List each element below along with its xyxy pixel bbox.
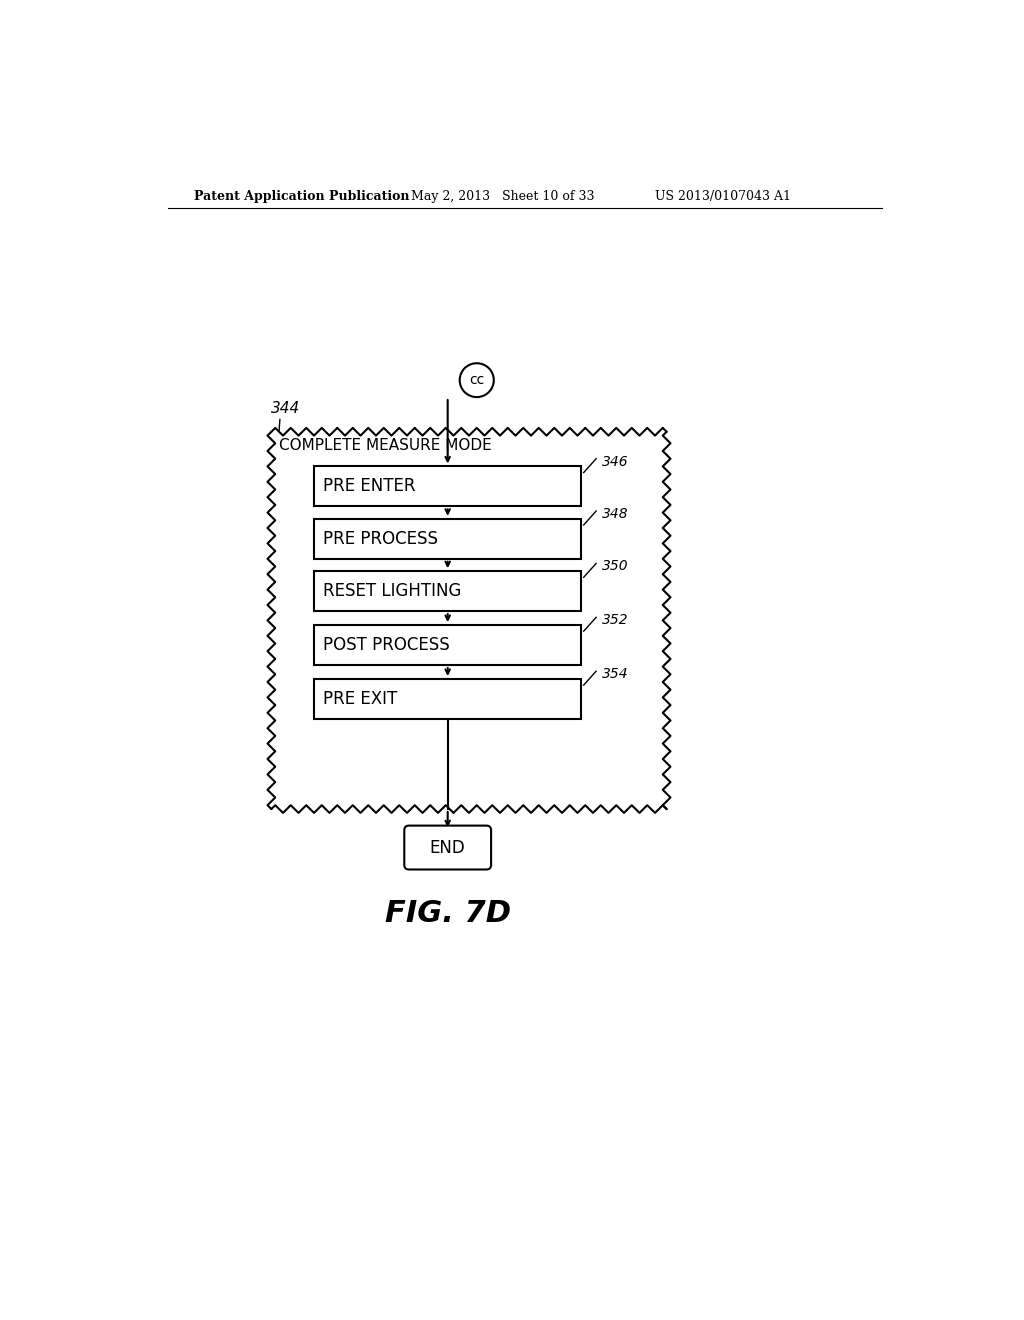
Text: POST PROCESS: POST PROCESS: [324, 636, 451, 653]
Text: May 2, 2013   Sheet 10 of 33: May 2, 2013 Sheet 10 of 33: [411, 190, 594, 203]
Text: US 2013/0107043 A1: US 2013/0107043 A1: [655, 190, 791, 203]
Text: 344: 344: [271, 401, 301, 416]
Text: PRE ENTER: PRE ENTER: [324, 478, 416, 495]
Text: Patent Application Publication: Patent Application Publication: [194, 190, 410, 203]
FancyBboxPatch shape: [404, 825, 492, 870]
Text: 348: 348: [601, 507, 628, 521]
Text: 354: 354: [601, 668, 628, 681]
Bar: [314, 678, 582, 719]
Text: RESET LIGHTING: RESET LIGHTING: [324, 582, 462, 601]
Text: PRE EXIT: PRE EXIT: [324, 690, 397, 708]
Bar: [314, 519, 582, 558]
Text: 352: 352: [601, 614, 628, 627]
Bar: [314, 626, 582, 665]
Text: FIG. 7D: FIG. 7D: [385, 899, 511, 928]
Bar: [314, 572, 582, 611]
Text: cc: cc: [469, 374, 484, 387]
Text: PRE PROCESS: PRE PROCESS: [324, 529, 438, 548]
Text: 346: 346: [601, 455, 628, 469]
Text: COMPLETE MEASURE MODE: COMPLETE MEASURE MODE: [280, 438, 492, 453]
Bar: [314, 466, 582, 507]
Text: END: END: [430, 838, 466, 857]
Text: 350: 350: [601, 560, 628, 573]
